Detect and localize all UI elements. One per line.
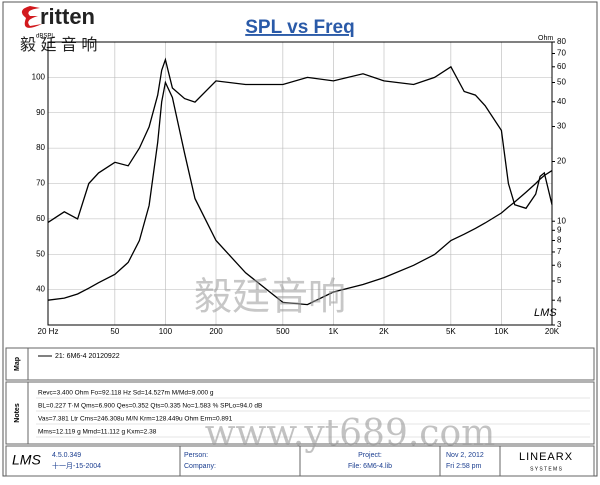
y-tick-label: 100 [32, 72, 46, 81]
file: File: 6M6-4.lib [348, 463, 392, 470]
version: 4.5.0.349 [52, 452, 81, 459]
series-line [47, 57, 553, 223]
series-line [47, 80, 553, 306]
y2-tick-label: 6 [557, 260, 562, 269]
y2-axis-label: Ohm [538, 35, 553, 42]
date: Nov 2, 2012 [446, 452, 484, 459]
time: Fri 2:58 pm [446, 463, 482, 470]
frame [2, 1, 598, 477]
y2-tick-label: 70 [557, 49, 566, 58]
y-tick-label: 90 [36, 108, 45, 117]
x-tick-label: 20K [545, 327, 560, 336]
y2-tick-label: 40 [557, 97, 566, 106]
y2-tick-label: 30 [557, 122, 566, 131]
x-tick-label: 2K [379, 327, 389, 336]
y2-tick-label: 4 [557, 295, 562, 304]
y2-tick-label: 7 [557, 247, 562, 256]
person: Person: [184, 452, 208, 459]
notes: Revc=3.400 Ohm Fo=92.118 Hz Sd=14.527m M… [36, 390, 590, 438]
y2-tick-label: 5 [557, 276, 562, 285]
map-label: Map [14, 357, 21, 371]
y2-tick-label: 50 [557, 78, 566, 87]
y-axis-label: dBSPL [36, 34, 55, 40]
y-tick-label: 60 [36, 214, 45, 223]
y-tick-label: 80 [36, 143, 45, 152]
x-tick-label: 1K [329, 327, 339, 336]
logo-brand: ritten [40, 4, 95, 29]
x-tick-label: 500 [276, 327, 290, 336]
y2-tick-label: 10 [557, 216, 566, 225]
note-line: Mms=12.119 g Mmd=11.112 g Kxm=2.38 [38, 429, 157, 436]
legend-entry: 21: 6M6-4 20120922 [55, 353, 120, 360]
logo-mark [21, 6, 42, 28]
y2-tick-label: 3 [557, 320, 562, 329]
x-tick-label: 100 [159, 327, 173, 336]
x-tick-label: 20 Hz [38, 327, 59, 336]
project: Project: [358, 452, 382, 459]
x-tick-label: 5K [446, 327, 456, 336]
note-line: BL=0.227 T·M Qms=6.900 Qes=0.352 Qts=0.3… [38, 403, 262, 410]
y2-tick-label: 8 [557, 236, 562, 245]
y-tick-label: 40 [36, 285, 45, 294]
y2-tick-label: 80 [557, 37, 566, 46]
note-line: Revc=3.400 Ohm Fo=92.118 Hz Sd=14.527m M… [38, 390, 214, 397]
build-date: 十一月-15-2004 [52, 461, 101, 470]
map-panel [5, 347, 595, 381]
notes-label: Notes [14, 403, 21, 423]
x-tick-label: 200 [209, 327, 223, 336]
y2-tick-label: 9 [557, 225, 562, 234]
chart-title: SPL vs Freq [245, 17, 354, 38]
company: Company: [184, 463, 216, 470]
watermark-url: www.yt689.com [205, 413, 496, 454]
brand-sub: S Y S T E M S [530, 466, 563, 472]
y2-tick-label: 60 [557, 62, 566, 71]
y-tick-label: 70 [36, 179, 45, 188]
footer-logo: LMS [12, 452, 41, 468]
notes-panel [5, 381, 595, 445]
plot-frame [47, 41, 553, 326]
y2-tick-label: 20 [557, 157, 566, 166]
x-tick-label: 10K [494, 327, 509, 336]
plot-logo: LMS [534, 307, 557, 319]
note-line: Vas=7.381 Ltr Cms=246.308u M/N Krm=128.4… [38, 416, 233, 423]
logo-chinese: 毅 廷 音 响 [20, 36, 97, 54]
watermark-chinese: 毅廷音响 [194, 275, 346, 319]
brand: LINEARX [519, 451, 573, 463]
y-tick-label: 50 [36, 249, 45, 258]
x-tick-label: 50 [110, 327, 119, 336]
